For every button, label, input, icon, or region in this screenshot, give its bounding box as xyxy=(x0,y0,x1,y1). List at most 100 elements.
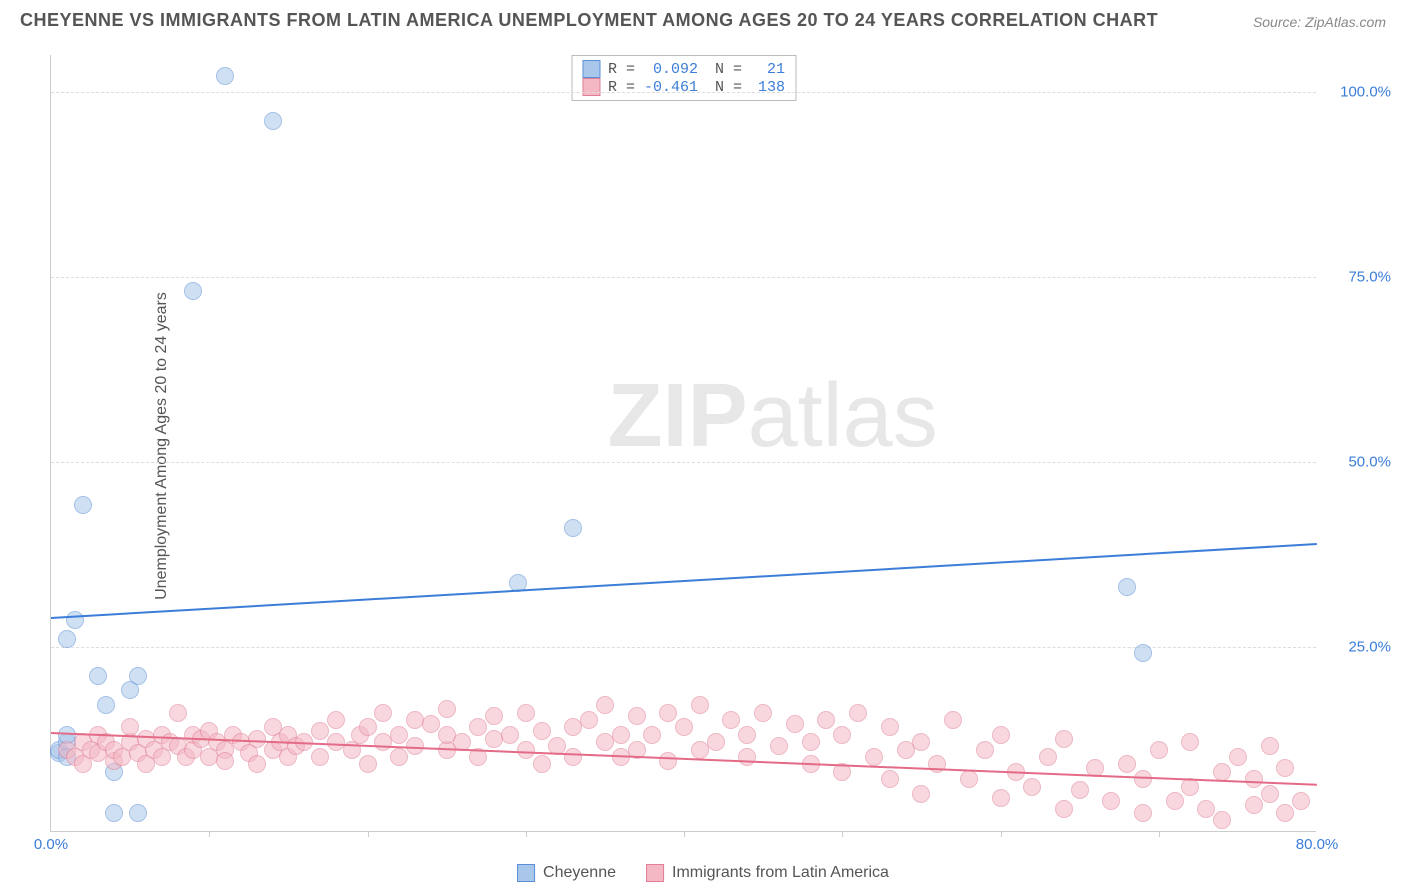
data-point-cheyenne xyxy=(216,67,234,85)
data-point-latin xyxy=(1134,804,1152,822)
data-point-latin xyxy=(533,755,551,773)
data-point-latin xyxy=(1055,730,1073,748)
legend-swatch xyxy=(582,78,600,96)
data-point-latin xyxy=(960,770,978,788)
data-point-latin xyxy=(659,704,677,722)
data-point-latin xyxy=(738,748,756,766)
data-point-latin xyxy=(422,715,440,733)
data-point-latin xyxy=(1134,770,1152,788)
x-tick-label: 80.0% xyxy=(1296,836,1339,853)
stat-row-cheyenne: R = 0.092 N = 21 xyxy=(582,60,785,78)
data-point-latin xyxy=(359,718,377,736)
x-tick-mark xyxy=(842,831,843,837)
data-point-cheyenne xyxy=(1118,578,1136,596)
stat-n-value: 21 xyxy=(750,61,785,78)
data-point-cheyenne xyxy=(58,630,76,648)
data-point-latin xyxy=(722,711,740,729)
data-point-cheyenne xyxy=(564,519,582,537)
data-point-latin xyxy=(327,711,345,729)
data-point-latin xyxy=(580,711,598,729)
plot-area: ZIPatlas R =0.092 N =21R =-0.461 N =138 … xyxy=(50,55,1316,832)
data-point-cheyenne xyxy=(129,804,147,822)
data-point-latin xyxy=(169,704,187,722)
source-label: Source: ZipAtlas.com xyxy=(1253,14,1386,30)
data-point-latin xyxy=(1213,763,1231,781)
data-point-latin xyxy=(707,733,725,751)
stat-r-value: 0.092 xyxy=(643,61,698,78)
x-tick-mark xyxy=(209,831,210,837)
data-point-cheyenne xyxy=(89,667,107,685)
data-point-latin xyxy=(216,752,234,770)
data-point-latin xyxy=(1292,792,1310,810)
data-point-latin xyxy=(1261,737,1279,755)
series-legend: Cheyenne Immigrants from Latin America xyxy=(517,864,889,882)
data-point-latin xyxy=(564,748,582,766)
data-point-latin xyxy=(786,715,804,733)
y-tick-label: 75.0% xyxy=(1348,269,1391,286)
data-point-latin xyxy=(912,733,930,751)
data-point-latin xyxy=(469,718,487,736)
legend-swatch xyxy=(517,864,535,882)
data-point-latin xyxy=(248,730,266,748)
x-tick-mark xyxy=(1159,831,1160,837)
data-point-latin xyxy=(675,718,693,736)
data-point-latin xyxy=(992,789,1010,807)
data-point-latin xyxy=(817,711,835,729)
data-point-latin xyxy=(1071,781,1089,799)
data-point-latin xyxy=(438,700,456,718)
x-tick-label: 0.0% xyxy=(34,836,68,853)
data-point-latin xyxy=(992,726,1010,744)
data-point-latin xyxy=(738,726,756,744)
data-point-latin xyxy=(754,704,772,722)
x-tick-mark xyxy=(526,831,527,837)
data-point-latin xyxy=(802,733,820,751)
stat-r-label: R = xyxy=(608,61,635,78)
data-point-latin xyxy=(374,704,392,722)
data-point-latin xyxy=(311,722,329,740)
data-point-latin xyxy=(770,737,788,755)
data-point-latin xyxy=(1181,733,1199,751)
x-tick-mark xyxy=(684,831,685,837)
legend-item-cheyenne: Cheyenne xyxy=(517,864,616,882)
data-point-latin xyxy=(390,726,408,744)
data-point-latin xyxy=(359,755,377,773)
stat-n-label: N = xyxy=(706,61,742,78)
data-point-cheyenne xyxy=(129,667,147,685)
data-point-latin xyxy=(1276,804,1294,822)
data-point-latin xyxy=(1229,748,1247,766)
data-point-latin xyxy=(881,770,899,788)
data-point-latin xyxy=(1245,796,1263,814)
data-point-latin xyxy=(1102,792,1120,810)
x-tick-mark xyxy=(368,831,369,837)
data-point-latin xyxy=(1261,785,1279,803)
data-point-latin xyxy=(612,726,630,744)
data-point-cheyenne xyxy=(264,112,282,130)
data-point-latin xyxy=(849,704,867,722)
x-tick-mark xyxy=(1001,831,1002,837)
data-point-latin xyxy=(1150,741,1168,759)
data-point-latin xyxy=(1023,778,1041,796)
data-point-cheyenne xyxy=(97,696,115,714)
data-point-latin xyxy=(1213,811,1231,829)
data-point-latin xyxy=(485,707,503,725)
watermark: ZIPatlas xyxy=(608,365,938,468)
data-point-cheyenne xyxy=(66,611,84,629)
data-point-latin xyxy=(833,726,851,744)
data-point-latin xyxy=(390,748,408,766)
data-point-latin xyxy=(628,707,646,725)
gridline-h xyxy=(51,462,1316,463)
data-point-latin xyxy=(944,711,962,729)
data-point-cheyenne xyxy=(184,282,202,300)
data-point-latin xyxy=(533,722,551,740)
data-point-cheyenne xyxy=(1134,644,1152,662)
gridline-h xyxy=(51,92,1316,93)
data-point-latin xyxy=(1197,800,1215,818)
legend-label: Cheyenne xyxy=(543,864,616,882)
stats-legend: R =0.092 N =21R =-0.461 N =138 xyxy=(571,55,796,101)
data-point-latin xyxy=(643,726,661,744)
data-point-latin xyxy=(517,741,535,759)
data-point-latin xyxy=(248,755,266,773)
legend-item-latin: Immigrants from Latin America xyxy=(646,864,889,882)
data-point-latin xyxy=(121,718,139,736)
data-point-latin xyxy=(912,785,930,803)
